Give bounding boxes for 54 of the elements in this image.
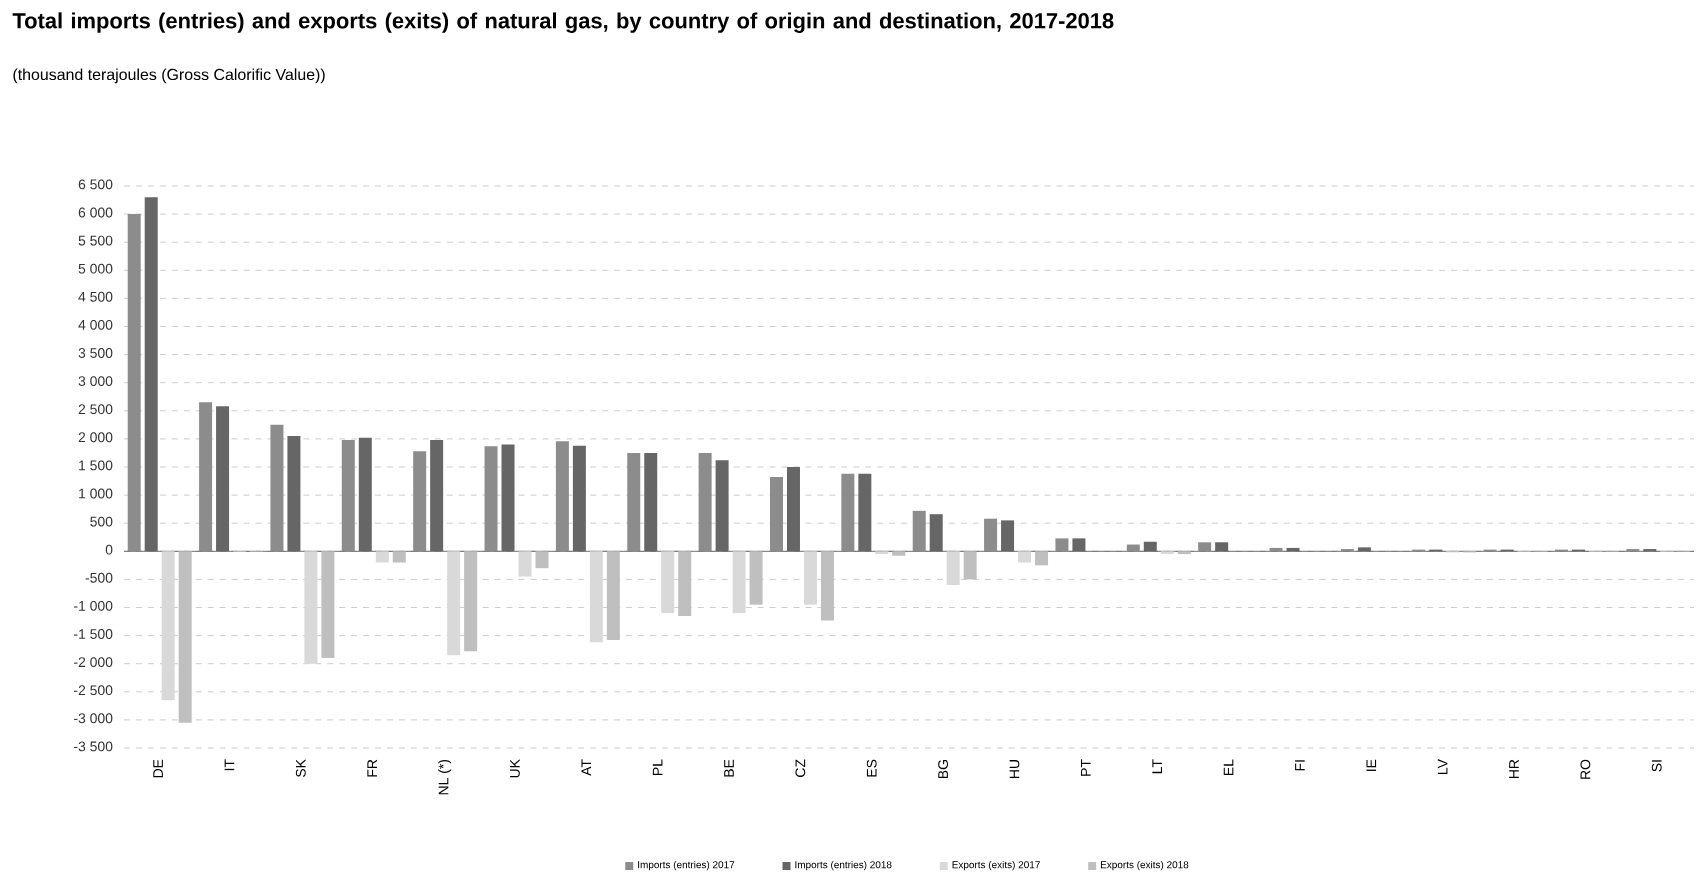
bar — [341, 440, 355, 552]
bar — [912, 510, 926, 552]
bar — [1018, 551, 1032, 563]
bar — [1072, 538, 1086, 552]
bar — [678, 551, 692, 616]
bar — [178, 551, 192, 723]
bar — [769, 477, 783, 552]
bar — [732, 551, 746, 614]
bar — [1055, 538, 1069, 552]
bar — [627, 452, 641, 552]
bar — [304, 551, 318, 664]
bar — [518, 551, 532, 577]
bar — [375, 551, 389, 563]
bar — [464, 551, 478, 652]
bar — [358, 437, 372, 552]
bar — [858, 473, 872, 552]
bar — [841, 473, 855, 552]
bar — [589, 551, 603, 643]
bar — [1215, 542, 1229, 552]
bar — [484, 446, 498, 552]
bar — [1001, 520, 1015, 552]
bar — [555, 441, 569, 552]
bar — [946, 551, 960, 586]
bar — [572, 445, 586, 552]
bar — [535, 551, 549, 569]
bar — [392, 551, 406, 563]
bar — [216, 406, 230, 552]
bar — [1198, 542, 1212, 552]
bar — [984, 518, 998, 552]
bar — [1143, 541, 1157, 552]
bar — [749, 551, 763, 605]
bar — [803, 551, 817, 605]
bar — [161, 551, 175, 701]
bar — [127, 214, 141, 552]
bar — [144, 197, 158, 552]
bar — [606, 551, 620, 641]
bar — [287, 436, 301, 552]
bar — [786, 466, 800, 552]
bar — [929, 514, 943, 552]
chart-title: Total imports (entries) and exports (exits) of natural gas, by country of origin and destination, 2017-2018 — [12, 12, 1114, 33]
bar — [430, 440, 444, 552]
bar — [820, 551, 834, 621]
bar — [413, 451, 427, 552]
bar — [644, 452, 658, 552]
bar — [199, 402, 213, 552]
bar — [661, 551, 675, 614]
bar — [698, 452, 712, 552]
bar — [270, 424, 284, 552]
bar — [447, 551, 461, 656]
bar — [501, 444, 515, 552]
bar — [715, 460, 729, 552]
bar — [321, 551, 335, 659]
bar — [1035, 551, 1049, 566]
bar — [963, 551, 977, 580]
